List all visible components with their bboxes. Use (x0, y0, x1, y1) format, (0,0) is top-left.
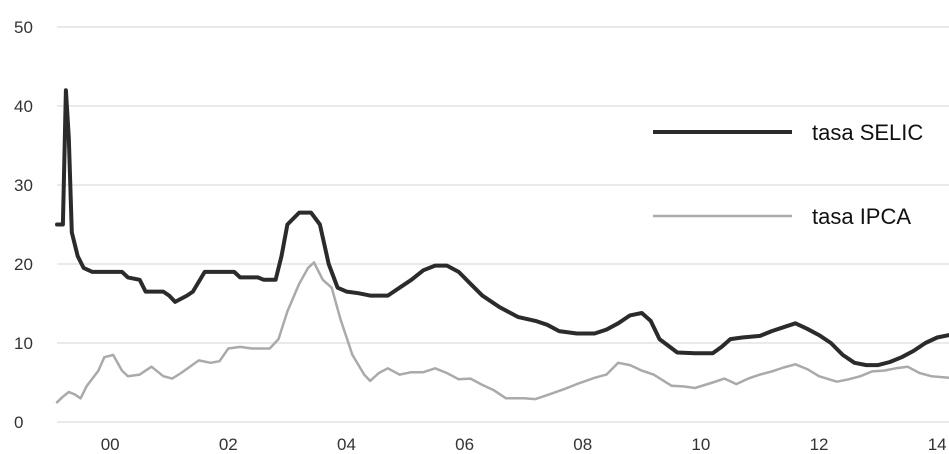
x-tick-label: 14 (928, 435, 947, 454)
y-tick-label: 0 (14, 413, 23, 432)
x-tick-label: 06 (455, 435, 474, 454)
x-tick-label: 04 (337, 435, 356, 454)
x-tick-label: 02 (219, 435, 238, 454)
y-tick-label: 40 (14, 97, 33, 116)
y-tick-label: 10 (14, 334, 33, 353)
y-tick-label: 50 (14, 18, 33, 37)
series-line-selic (55, 88, 949, 368)
series-lines (55, 88, 949, 404)
legend-label-ipca: tasa IPCA (812, 204, 911, 229)
y-tick-label: 20 (14, 255, 33, 274)
series-line-ipca (55, 261, 949, 404)
x-tick-label: 00 (101, 435, 120, 454)
y-tick-label: 30 (14, 176, 33, 195)
legend-label-selic: tasa SELIC (812, 120, 923, 145)
y-axis-tick-labels: 0 10 20 30 40 50 (14, 18, 33, 432)
x-tick-label: 08 (573, 435, 592, 454)
gridlines (57, 26, 949, 423)
legend: tasa SELIC tasa IPCA (653, 120, 923, 229)
x-tick-label: 10 (691, 435, 710, 454)
x-axis-tick-labels: 00 02 04 06 08 10 12 14 (101, 435, 947, 454)
x-tick-label: 12 (810, 435, 829, 454)
